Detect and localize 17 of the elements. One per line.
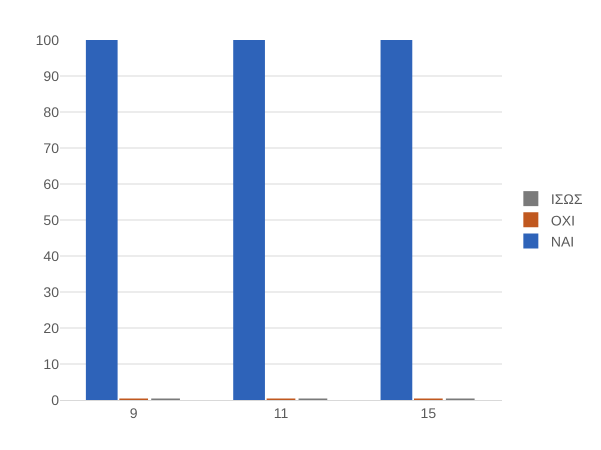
- x-tick-label: 15: [420, 404, 436, 421]
- y-tick-label: 80: [43, 104, 60, 120]
- y-tick-label: 40: [43, 248, 60, 264]
- y-tick-label: 50: [43, 212, 60, 228]
- y-tick-label: 90: [43, 68, 60, 84]
- y-tick-label: 70: [43, 140, 60, 156]
- x-tick-label: 11: [274, 404, 288, 421]
- legend-label: ΝΑΙ: [550, 233, 574, 250]
- legend-label: ΟΧΙ: [550, 212, 575, 228]
- legend-label: ΙΣΩΣ: [550, 191, 583, 208]
- y-tick-label: 30: [43, 284, 60, 300]
- y-tick-label: 60: [43, 176, 60, 192]
- y-tick-label: 0: [51, 392, 60, 408]
- x-tick-label: 9: [130, 404, 138, 421]
- y-tick-label: 20: [43, 320, 60, 336]
- y-tick-label: 10: [43, 356, 60, 372]
- y-tick-label: 100: [36, 32, 60, 48]
